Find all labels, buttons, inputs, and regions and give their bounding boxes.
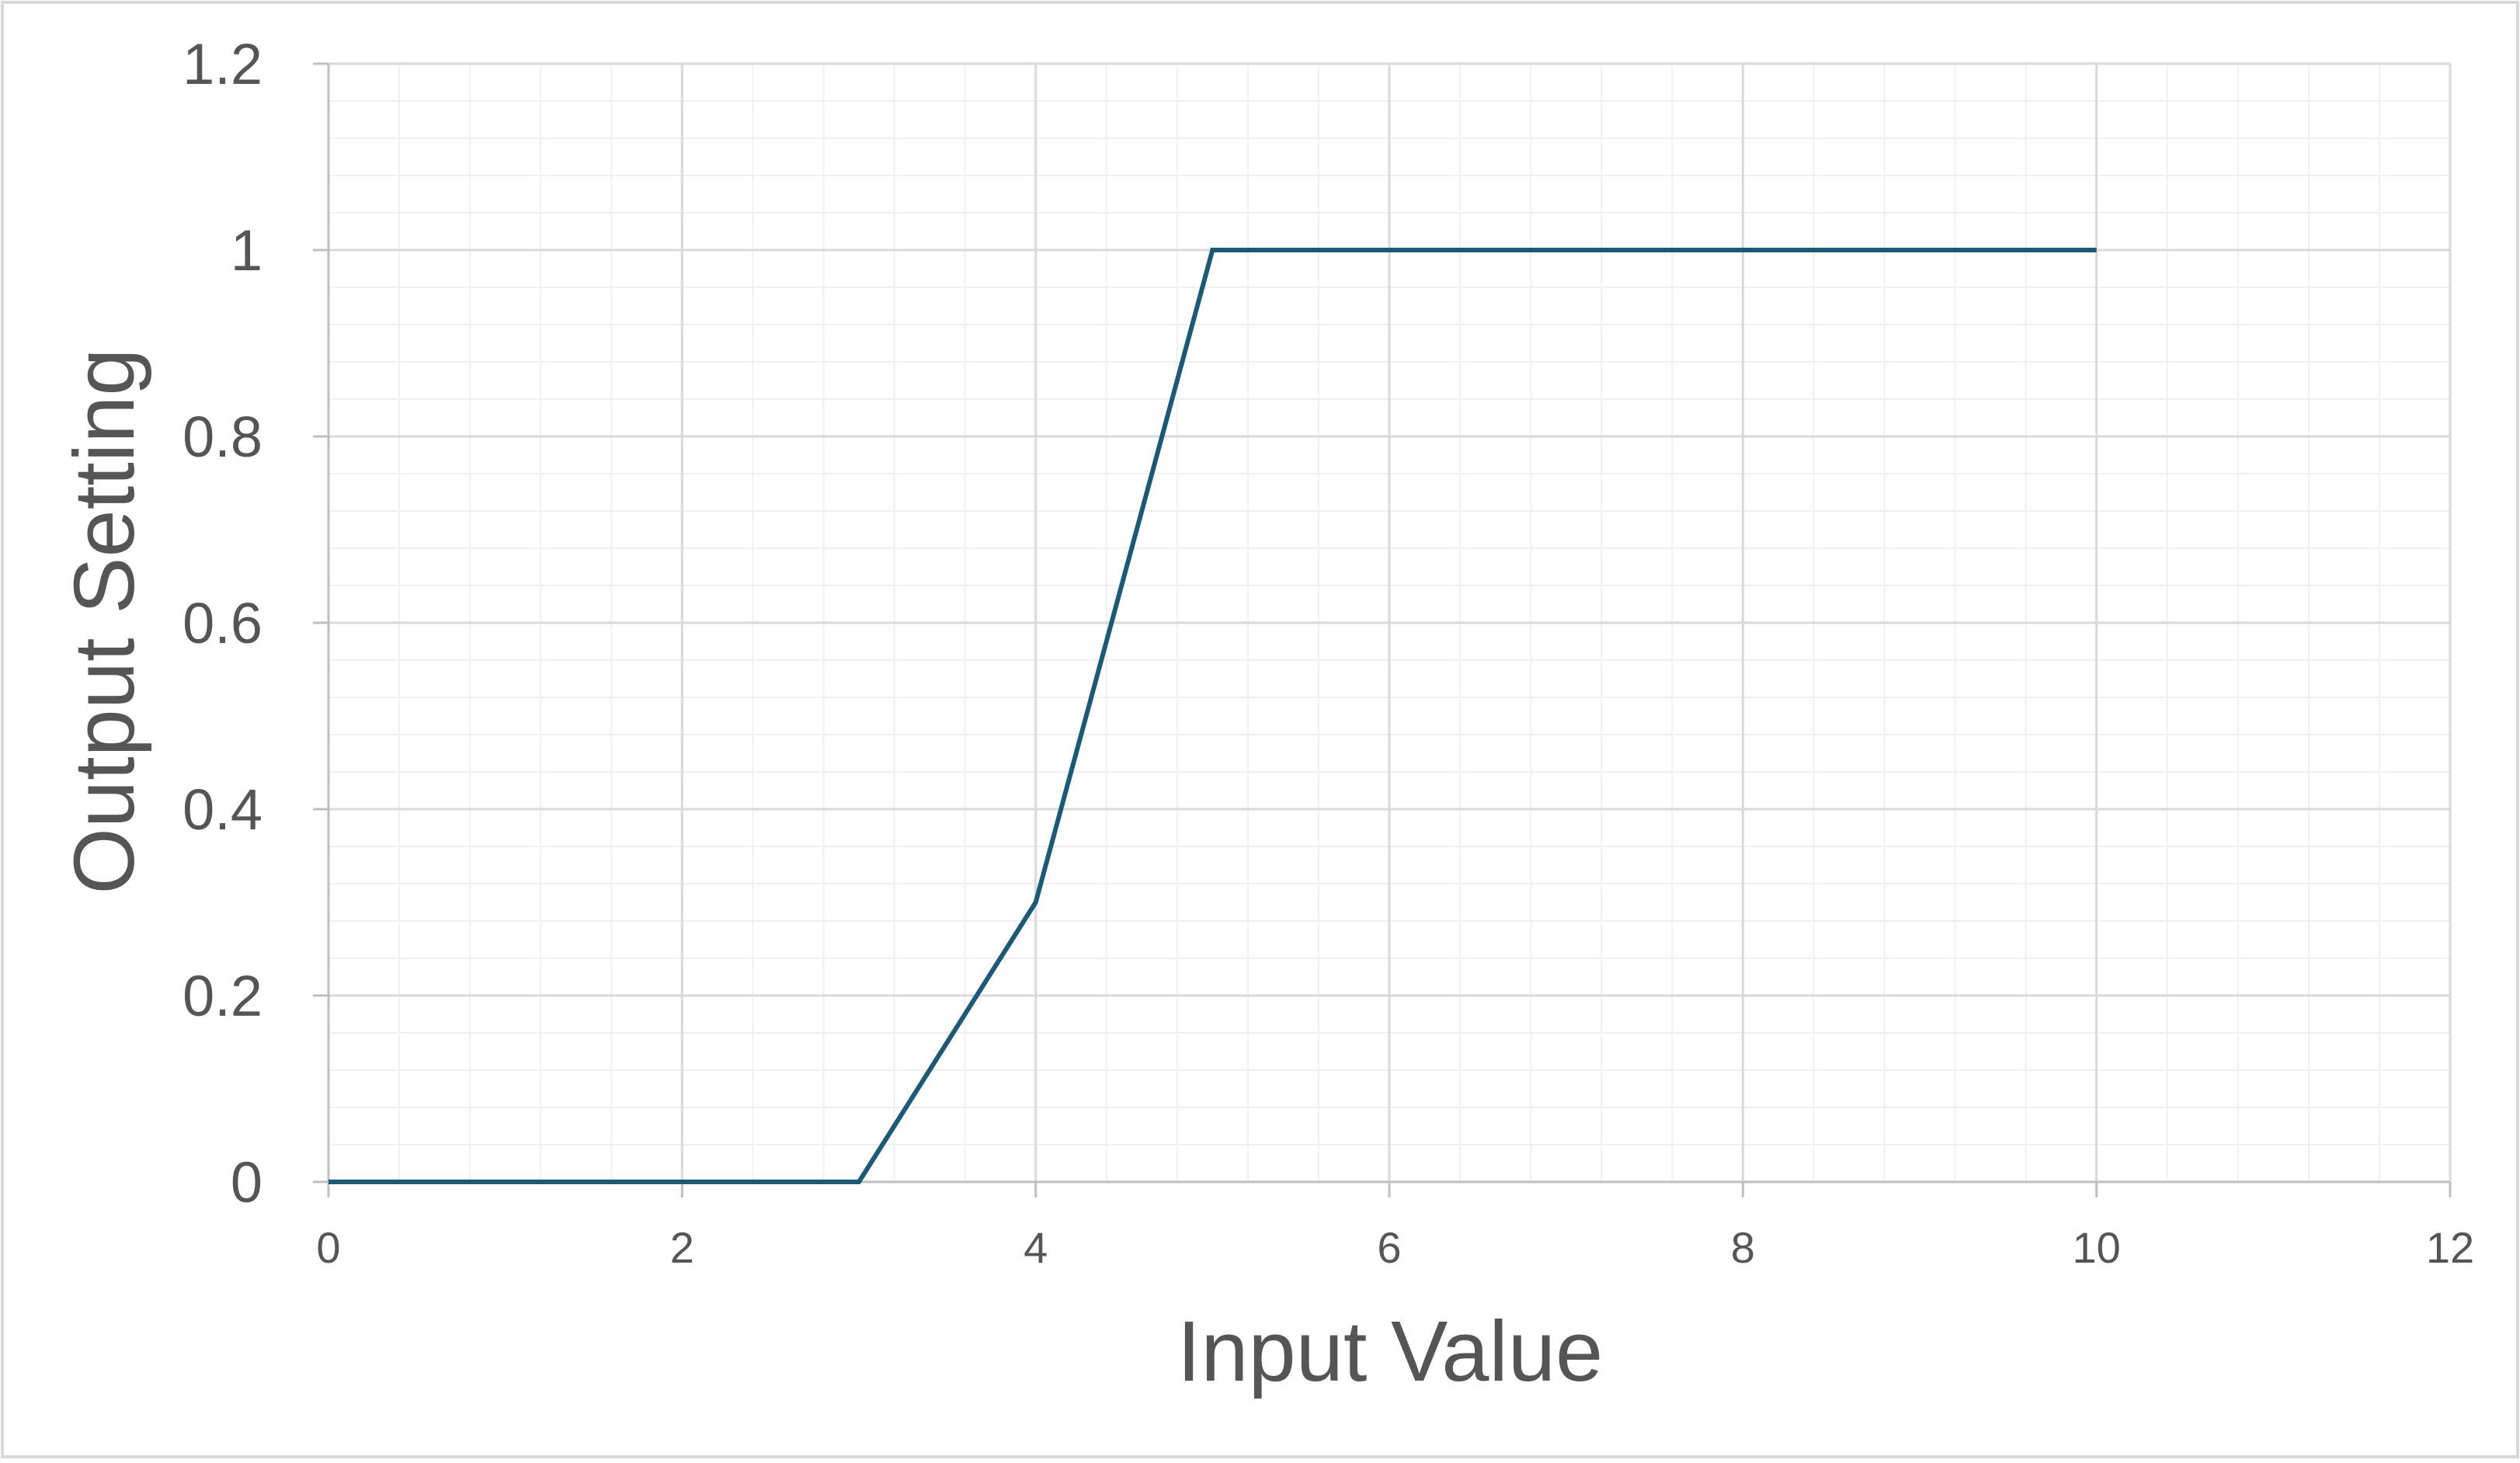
- y-tick-label: 0.2: [182, 964, 262, 1028]
- y-tick-label: 0: [231, 1150, 262, 1215]
- y-tick-label: 0.6: [182, 591, 262, 655]
- y-tick-label: 1: [231, 218, 262, 283]
- x-tick-label: 4: [1024, 1223, 1048, 1272]
- x-tick-label: 2: [670, 1223, 694, 1272]
- x-tick-label: 10: [2073, 1223, 2121, 1272]
- x-tick-label: 6: [1377, 1223, 1401, 1272]
- y-tick-label: 1.2: [182, 32, 262, 96]
- x-tick-label: 0: [316, 1223, 340, 1272]
- x-tick-label: 12: [2426, 1223, 2474, 1272]
- y-axis-title: Output Setting: [57, 348, 152, 894]
- y-tick-label: 0.4: [182, 777, 262, 842]
- x-axis-title: Input Value: [1177, 1304, 1603, 1399]
- x-tick-label: 8: [1731, 1223, 1755, 1272]
- y-tick-label: 0.8: [182, 405, 262, 469]
